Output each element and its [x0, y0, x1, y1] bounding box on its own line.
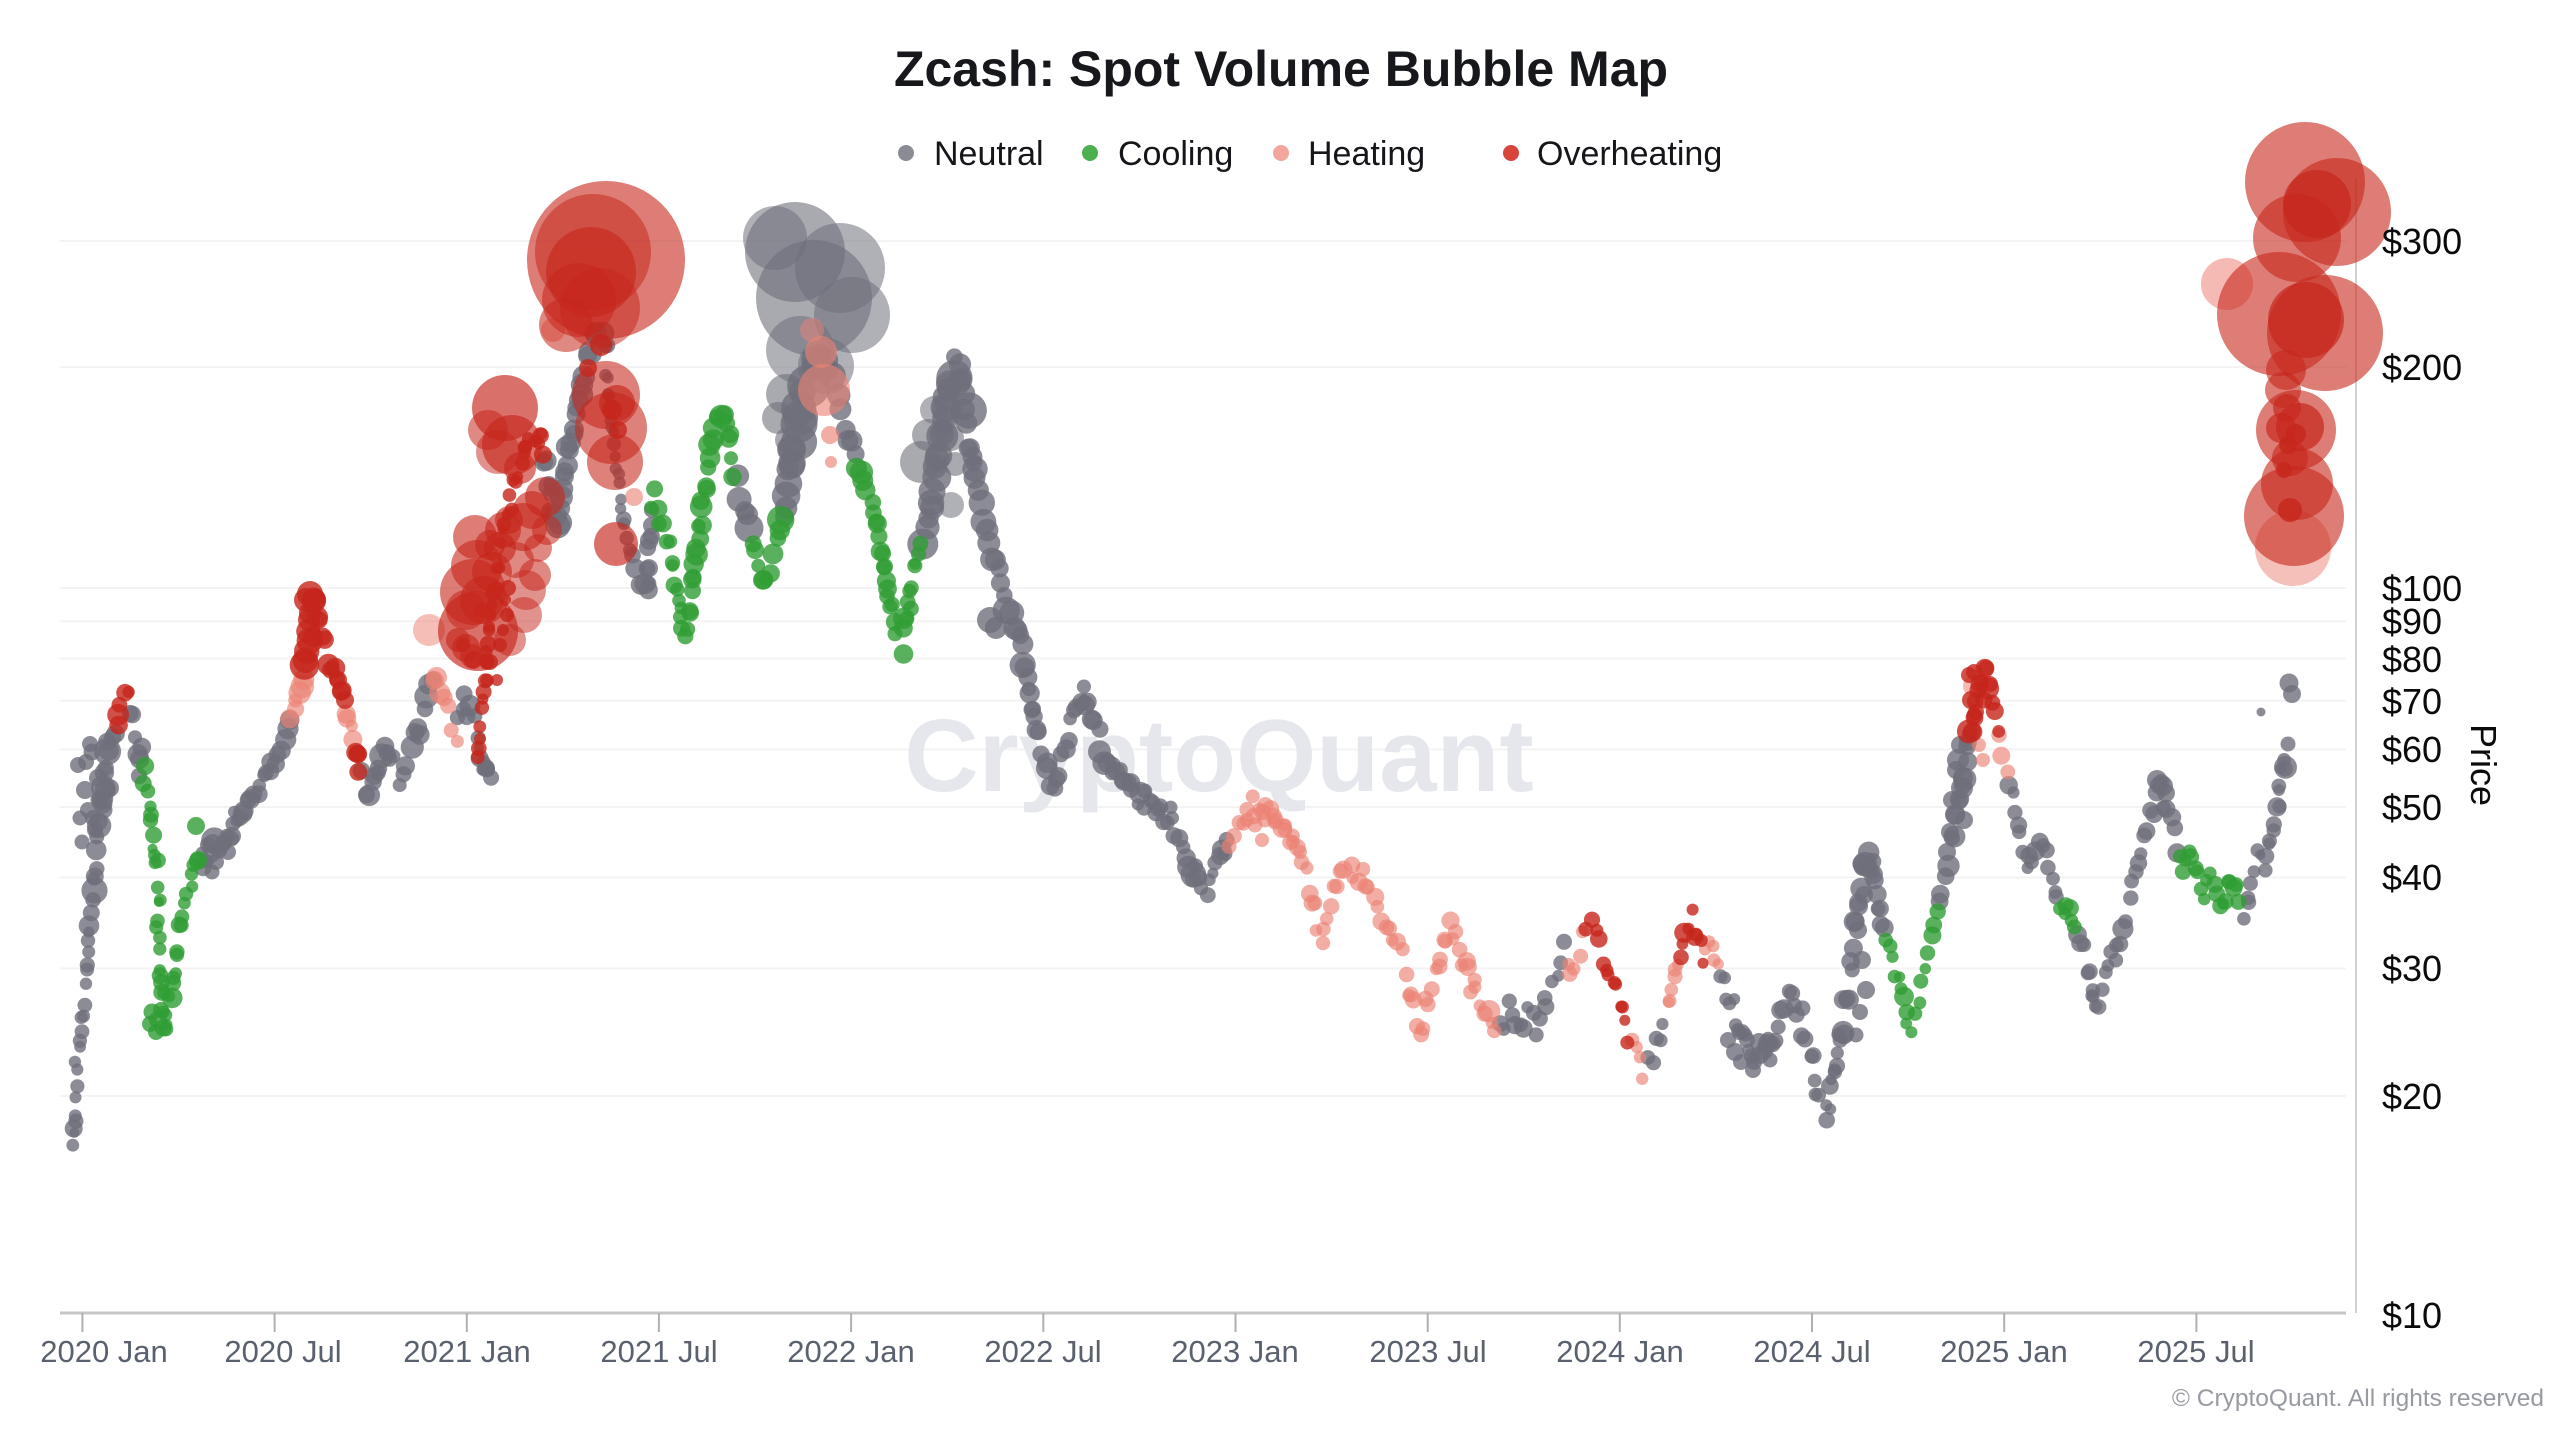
svg-text:2024 Jan: 2024 Jan — [1556, 1334, 1684, 1369]
svg-text:2025 Jan: 2025 Jan — [1940, 1334, 2068, 1369]
svg-text:2023 Jan: 2023 Jan — [1171, 1334, 1299, 1369]
svg-text:© CryptoQuant. All rights rese: © CryptoQuant. All rights reserved — [2172, 1385, 2544, 1412]
svg-text:2023 Jul: 2023 Jul — [1369, 1334, 1486, 1369]
svg-text:2022 Jan: 2022 Jan — [787, 1334, 915, 1369]
svg-text:CryptoQuant: CryptoQuant — [904, 698, 1533, 813]
svg-text:$30: $30 — [2382, 948, 2442, 989]
svg-text:$100: $100 — [2382, 568, 2462, 609]
svg-text:$90: $90 — [2382, 601, 2442, 642]
svg-text:$80: $80 — [2382, 639, 2442, 680]
svg-text:Neutral: Neutral — [934, 135, 1044, 173]
svg-text:2020 Jan: 2020 Jan — [40, 1334, 168, 1369]
svg-text:$60: $60 — [2382, 729, 2442, 770]
svg-text:2025 Jul: 2025 Jul — [2137, 1334, 2254, 1369]
svg-text:Price: Price — [2463, 724, 2504, 806]
svg-text:2021 Jan: 2021 Jan — [403, 1334, 531, 1369]
svg-text:$70: $70 — [2382, 681, 2442, 722]
svg-text:2024 Jul: 2024 Jul — [1753, 1334, 1870, 1369]
svg-text:$300: $300 — [2382, 221, 2462, 262]
svg-text:2020 Jul: 2020 Jul — [224, 1334, 341, 1369]
svg-text:2021 Jul: 2021 Jul — [600, 1334, 717, 1369]
svg-text:Zcash: Spot Volume Bubble Map: Zcash: Spot Volume Bubble Map — [894, 41, 1668, 97]
svg-text:$50: $50 — [2382, 787, 2442, 828]
svg-text:$10: $10 — [2382, 1295, 2442, 1336]
svg-text:$200: $200 — [2382, 347, 2462, 388]
svg-text:Heating: Heating — [1308, 135, 1425, 173]
svg-text:$20: $20 — [2382, 1076, 2442, 1117]
svg-text:Cooling: Cooling — [1118, 135, 1233, 173]
svg-text:2022 Jul: 2022 Jul — [984, 1334, 1101, 1369]
svg-text:$40: $40 — [2382, 857, 2442, 898]
svg-text:Overheating: Overheating — [1537, 135, 1722, 173]
